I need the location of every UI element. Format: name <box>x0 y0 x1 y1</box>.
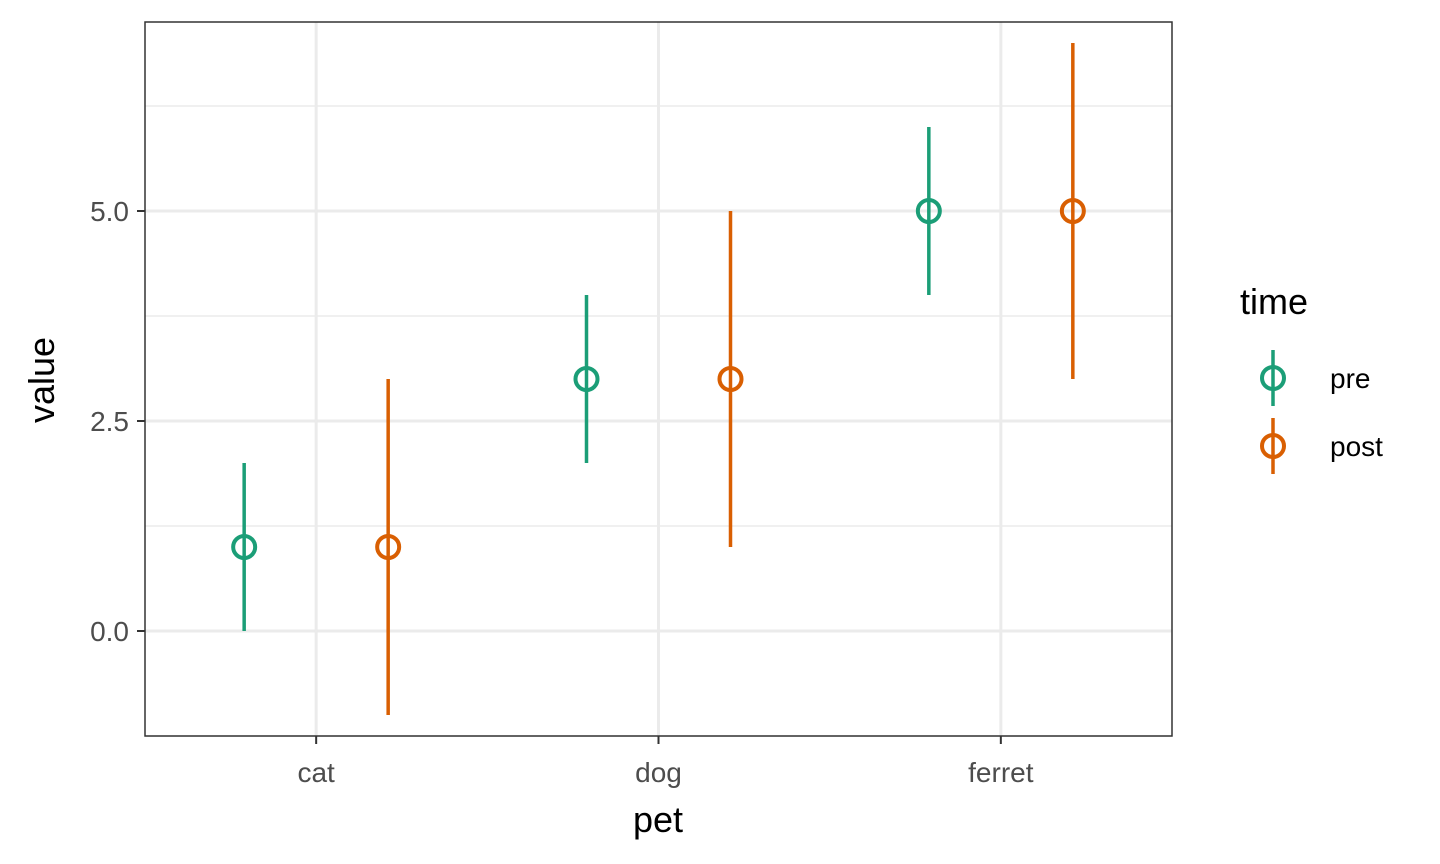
y-tick-label: 2.5 <box>90 406 129 437</box>
x-axis-title: pet <box>633 799 683 840</box>
y-tick-label: 0.0 <box>90 616 129 647</box>
x-tick-label: ferret <box>968 757 1034 788</box>
data-marks <box>231 43 1086 715</box>
y-axis-title: value <box>21 337 62 423</box>
legend-label: pre <box>1330 363 1370 394</box>
legend: time pre post <box>1240 281 1383 474</box>
legend-key-point <box>1260 433 1286 459</box>
data-point <box>915 198 942 224</box>
x-tick-label: cat <box>297 757 335 788</box>
data-point <box>573 366 600 392</box>
data-point <box>375 534 402 560</box>
legend-title: time <box>1240 281 1308 322</box>
data-point <box>231 534 258 560</box>
legend-label: post <box>1330 431 1383 462</box>
data-point <box>717 366 744 392</box>
axes: 0.0 2.5 5.0 cat dog ferret <box>90 21 1173 788</box>
grid-lines <box>145 22 1172 737</box>
data-point <box>1059 198 1086 224</box>
x-tick-label: dog <box>635 757 682 788</box>
legend-key-point <box>1260 365 1286 391</box>
y-tick-label: 5.0 <box>90 196 129 227</box>
